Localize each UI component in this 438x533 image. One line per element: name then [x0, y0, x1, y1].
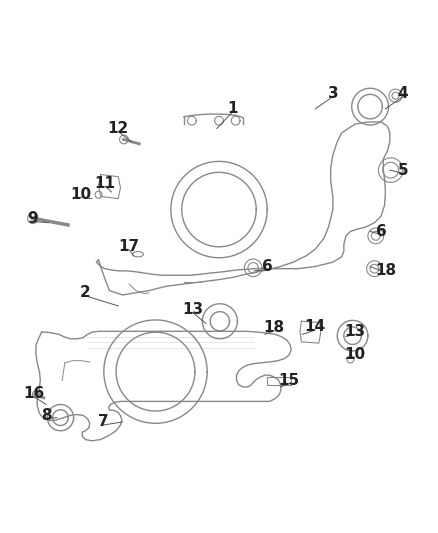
Text: 11: 11	[95, 176, 116, 191]
Text: 10: 10	[71, 187, 92, 201]
Text: 2: 2	[80, 285, 91, 300]
Text: 10: 10	[344, 346, 365, 361]
Text: 1: 1	[227, 101, 237, 116]
Text: 4: 4	[398, 86, 408, 101]
Bar	[267, 377, 291, 385]
Text: 13: 13	[344, 324, 365, 339]
Text: 5: 5	[398, 163, 408, 177]
Text: 6: 6	[262, 259, 272, 274]
Text: 18: 18	[263, 320, 284, 335]
Text: 17: 17	[119, 239, 140, 254]
Text: 9: 9	[28, 211, 38, 226]
Text: 16: 16	[24, 386, 45, 401]
Text: 15: 15	[279, 373, 300, 388]
Text: 18: 18	[375, 263, 396, 278]
Text: 3: 3	[328, 86, 338, 101]
Text: 14: 14	[305, 319, 326, 334]
Text: 12: 12	[108, 121, 129, 136]
Text: 6: 6	[376, 224, 386, 239]
Text: 7: 7	[98, 415, 108, 430]
Text: 8: 8	[41, 408, 51, 423]
Text: 13: 13	[182, 302, 203, 317]
